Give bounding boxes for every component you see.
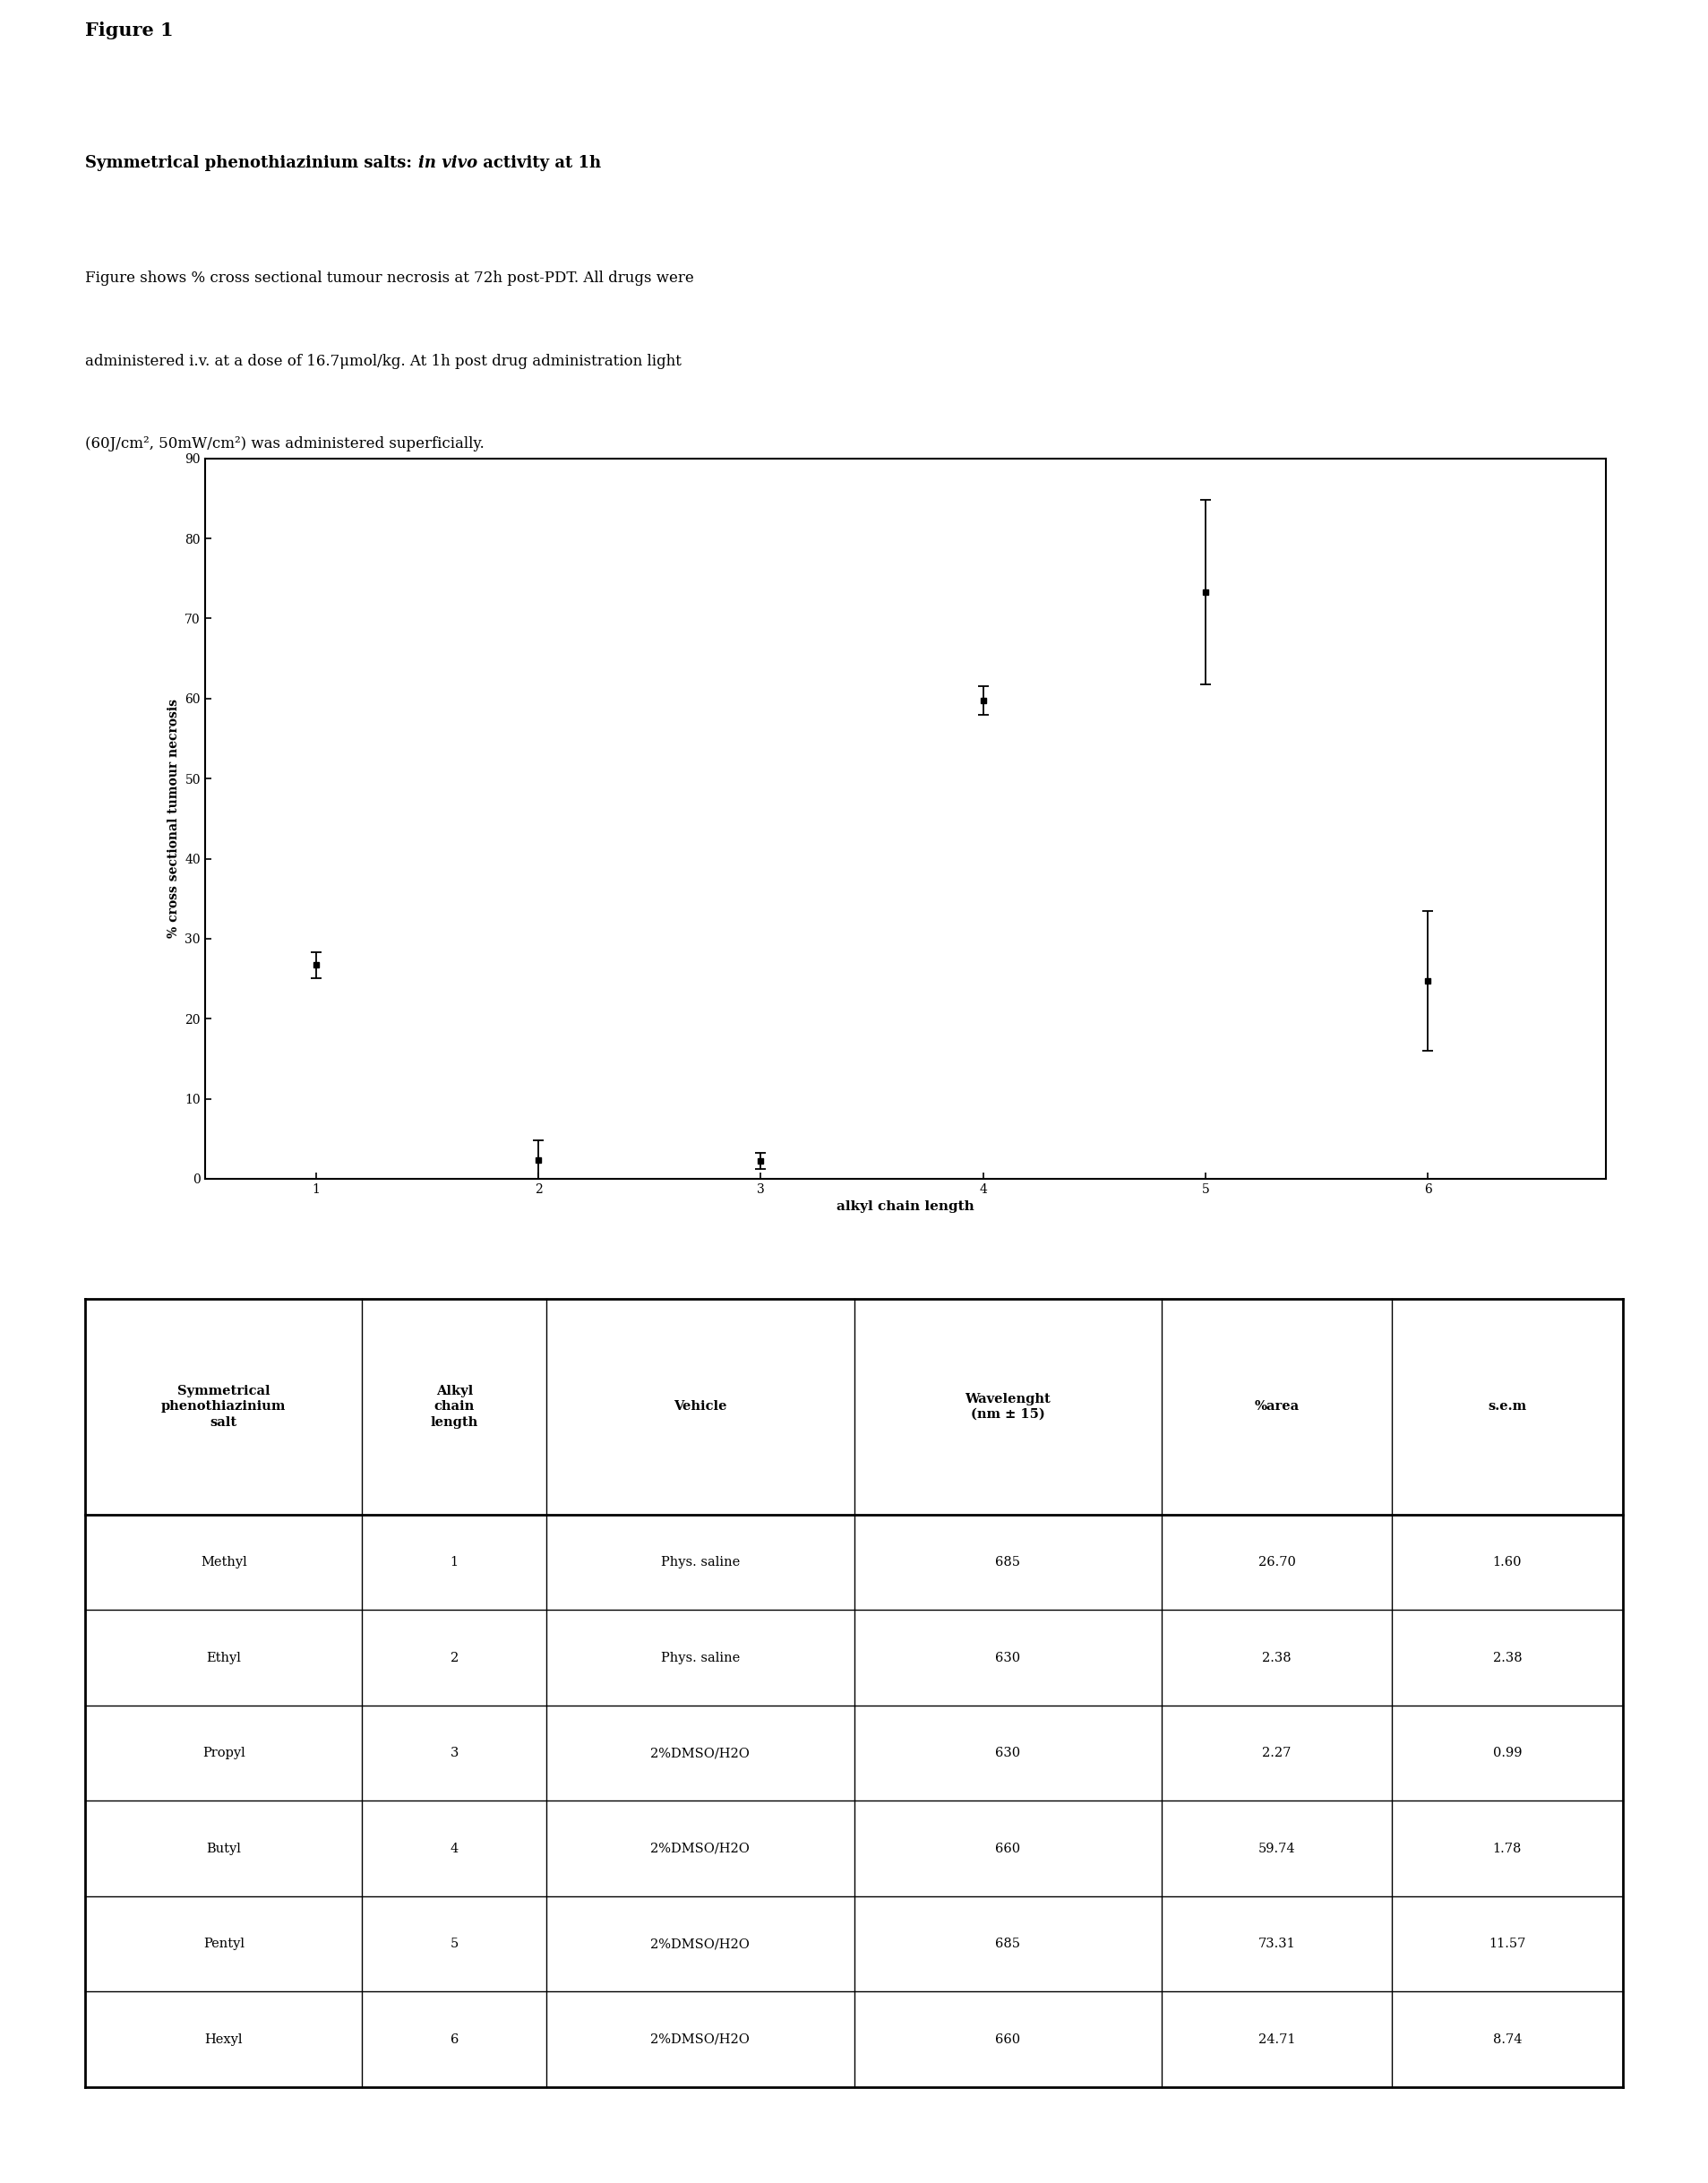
- Text: Ethyl: Ethyl: [207, 1650, 241, 1663]
- Text: 24.71: 24.71: [1259, 2032, 1295, 2045]
- Y-axis label: % cross sectional tumour necrosis: % cross sectional tumour necrosis: [167, 699, 179, 939]
- Text: Propyl: Propyl: [202, 1746, 246, 1759]
- Text: 73.31: 73.31: [1259, 1939, 1295, 1949]
- Text: 4: 4: [451, 1842, 458, 1856]
- Text: Vehicle: Vehicle: [673, 1401, 728, 1412]
- Text: 5: 5: [451, 1939, 458, 1949]
- Text: Methyl: Methyl: [200, 1556, 248, 1570]
- Text: 2.27: 2.27: [1262, 1746, 1291, 1759]
- Text: (60J/cm², 50mW/cm²) was administered superficially.: (60J/cm², 50mW/cm²) was administered sup…: [85, 437, 485, 452]
- Text: 2%DMSO/H2O: 2%DMSO/H2O: [651, 2032, 750, 2045]
- Text: 630: 630: [996, 1650, 1020, 1663]
- Text: Phys. saline: Phys. saline: [661, 1556, 740, 1570]
- Text: Pentyl: Pentyl: [203, 1939, 244, 1949]
- Text: 2%DMSO/H2O: 2%DMSO/H2O: [651, 1842, 750, 1856]
- Text: 2.38: 2.38: [1493, 1650, 1522, 1663]
- Text: 2.38: 2.38: [1262, 1650, 1291, 1663]
- Text: 1.60: 1.60: [1493, 1556, 1522, 1570]
- Text: 2: 2: [451, 1650, 458, 1663]
- Text: 660: 660: [996, 1842, 1020, 1856]
- Text: Phys. saline: Phys. saline: [661, 1650, 740, 1663]
- Text: 0.99: 0.99: [1493, 1746, 1522, 1759]
- X-axis label: alkyl chain length: alkyl chain length: [837, 1201, 974, 1214]
- Text: 59.74: 59.74: [1259, 1842, 1295, 1856]
- Text: 11.57: 11.57: [1489, 1939, 1525, 1949]
- Text: 685: 685: [996, 1939, 1020, 1949]
- Text: Wavelenght
(nm ± 15): Wavelenght (nm ± 15): [965, 1393, 1050, 1421]
- Text: 26.70: 26.70: [1259, 1556, 1295, 1570]
- Text: in vivo: in vivo: [418, 155, 477, 170]
- Text: Butyl: Butyl: [207, 1842, 241, 1856]
- Text: Hexyl: Hexyl: [205, 2032, 243, 2045]
- Text: Alkyl
chain
length: Alkyl chain length: [430, 1384, 478, 1428]
- Text: Symmetrical
phenothiazinium
salt: Symmetrical phenothiazinium salt: [161, 1384, 287, 1428]
- Text: administered i.v. at a dose of 16.7μmol/kg. At 1h post drug administration light: administered i.v. at a dose of 16.7μmol/…: [85, 354, 681, 369]
- Text: Figure shows % cross sectional tumour necrosis at 72h post-PDT. All drugs were: Figure shows % cross sectional tumour ne…: [85, 271, 693, 286]
- Text: 6: 6: [451, 2032, 458, 2045]
- Text: 1.78: 1.78: [1493, 1842, 1522, 1856]
- Text: 8.74: 8.74: [1493, 2032, 1522, 2045]
- Text: 2%DMSO/H2O: 2%DMSO/H2O: [651, 1939, 750, 1949]
- Text: 1: 1: [451, 1556, 458, 1570]
- Text: 685: 685: [996, 1556, 1020, 1570]
- Text: Figure 1: Figure 1: [85, 22, 174, 39]
- Text: 3: 3: [451, 1746, 458, 1759]
- Text: 2%DMSO/H2O: 2%DMSO/H2O: [651, 1746, 750, 1759]
- Text: s.e.m: s.e.m: [1488, 1401, 1527, 1412]
- Text: %area: %area: [1254, 1401, 1300, 1412]
- Text: Symmetrical phenothiazinium salts:: Symmetrical phenothiazinium salts:: [85, 155, 418, 170]
- Text: 630: 630: [996, 1746, 1020, 1759]
- Text: activity at 1h: activity at 1h: [477, 155, 601, 170]
- Text: 660: 660: [996, 2032, 1020, 2045]
